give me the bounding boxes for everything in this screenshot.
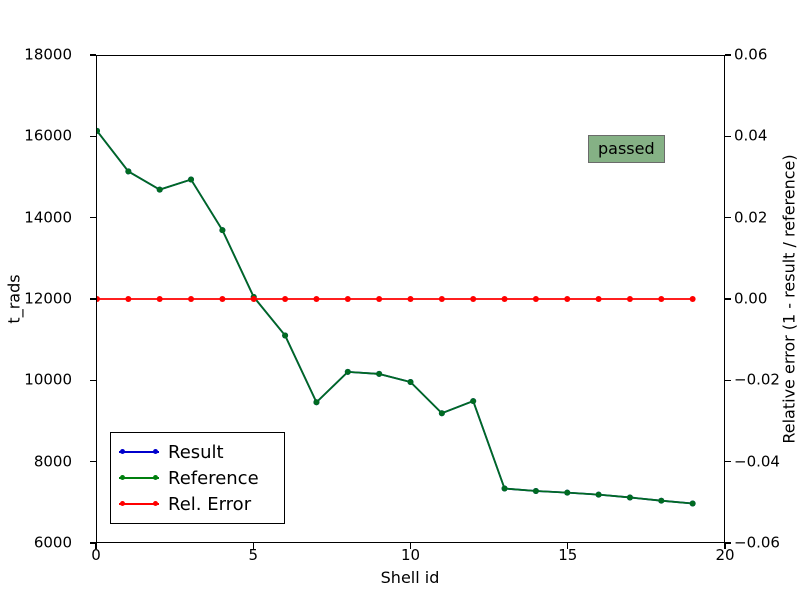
data-point [97, 127, 100, 134]
y-tick-label-right: 0.04 [734, 126, 768, 145]
data-point [470, 296, 477, 302]
data-point [219, 227, 226, 234]
y-tick-mark-left [90, 460, 96, 463]
data-point [376, 370, 383, 377]
y-tick-label-left: 14000 [24, 208, 72, 227]
y-tick-label-left: 12000 [24, 289, 72, 308]
x-tick-label: 20 [715, 546, 735, 564]
y-tick-mark-left [90, 135, 96, 138]
data-point [564, 489, 571, 496]
y-tick-label-right: 0.00 [734, 289, 768, 308]
y-tick-label-right: 0.06 [734, 45, 768, 64]
x-tick-mark [252, 543, 254, 549]
data-point [532, 487, 539, 494]
data-point [156, 186, 163, 193]
data-point [282, 296, 289, 302]
data-point [501, 296, 508, 302]
y-tick-label-left: 6000 [33, 533, 72, 552]
y-axis-label-left: t_rads [4, 274, 24, 324]
data-point [689, 296, 696, 302]
y-tick-label-right: −0.04 [734, 452, 780, 471]
data-point [407, 379, 414, 386]
x-tick-mark [567, 543, 569, 549]
data-point [564, 296, 571, 302]
x-tick-mark [409, 543, 412, 549]
data-point [626, 494, 633, 501]
y-tick-label-left: 16000 [24, 126, 72, 145]
x-tick-label: 5 [248, 546, 259, 564]
y-tick-mark-right [725, 135, 731, 138]
data-point [188, 296, 195, 302]
data-point [125, 296, 132, 302]
data-point [344, 296, 351, 302]
legend-label-rel-error: Rel. Error [168, 493, 252, 515]
y-tick-label-right: −0.06 [734, 533, 780, 552]
plot-canvas [97, 127, 696, 507]
x-tick-mark [95, 543, 97, 549]
legend-item-rel-error[interactable]: Rel. Error [119, 491, 276, 517]
y-tick-mark-left [90, 216, 96, 219]
data-point [438, 410, 445, 417]
y-tick-mark-right [725, 216, 731, 219]
data-point [188, 176, 195, 183]
x-tick-label: 10 [400, 546, 421, 564]
data-point [250, 296, 257, 302]
data-point [595, 491, 602, 498]
data-point [658, 497, 665, 504]
x-tick-label: 0 [91, 546, 101, 564]
y-tick-mark-left [90, 54, 96, 56]
legend-swatch-reference [119, 472, 159, 484]
data-point [125, 168, 132, 175]
series-line [97, 130, 693, 505]
legend-swatch-result [119, 446, 159, 458]
x-axis-label: Shell id [380, 568, 440, 587]
data-point [407, 296, 414, 302]
data-point [532, 296, 539, 302]
legend-label-result: Result [168, 441, 224, 463]
y-tick-mark-right [725, 298, 731, 300]
y-tick-mark-right [725, 460, 731, 463]
series-rel-error [97, 296, 696, 302]
data-point [595, 296, 602, 302]
y-tick-mark-right [725, 379, 731, 382]
y-tick-label-right: −0.02 [734, 370, 780, 389]
data-point [97, 296, 100, 302]
chart-legend: Result Reference Rel. Error [110, 432, 285, 524]
data-point [219, 296, 226, 302]
legend-label-reference: Reference [168, 467, 259, 489]
y-tick-mark-right [725, 542, 731, 544]
y-tick-mark-left [90, 379, 96, 382]
status-badge: passed [588, 135, 665, 163]
y-tick-mark-left [90, 542, 96, 544]
data-point [156, 296, 163, 302]
data-point [501, 485, 508, 492]
y-tick-label-left: 10000 [24, 370, 72, 389]
data-point [626, 296, 633, 302]
data-point [313, 399, 320, 406]
data-point [282, 332, 289, 339]
y-tick-mark-right [725, 54, 731, 56]
y-tick-label-left: 8000 [33, 452, 72, 471]
y-tick-mark-left [90, 298, 96, 300]
legend-item-result[interactable]: Result [119, 439, 276, 465]
y-tick-label-left: 18000 [24, 45, 72, 64]
data-point [344, 368, 351, 375]
legend-swatch-rel-error [119, 498, 159, 510]
x-tick-label: 15 [558, 546, 578, 564]
data-point [658, 296, 665, 302]
data-point [689, 500, 696, 507]
legend-item-reference[interactable]: Reference [119, 465, 276, 491]
x-tick-mark [724, 543, 726, 549]
data-point [438, 296, 445, 302]
data-point [313, 296, 320, 302]
y-axis-label-right: Relative error (1 - result / reference) [779, 154, 799, 444]
data-point [376, 296, 383, 302]
series-reference [97, 127, 696, 507]
y-tick-label-right: 0.02 [734, 208, 768, 227]
data-point [470, 398, 477, 405]
